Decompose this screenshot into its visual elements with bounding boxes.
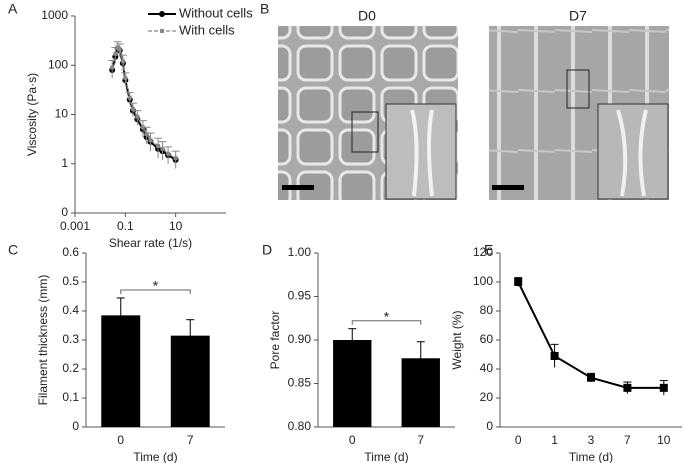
marker: [173, 156, 178, 161]
x-axis-label: Shear rate (1/s): [109, 236, 192, 250]
panel-label: A: [8, 1, 18, 17]
legend-label: With cells: [179, 22, 235, 37]
y-tick-label: 60: [480, 332, 494, 346]
inset-detail: [410, 109, 434, 197]
y-axis-label: Filament thickness (mm): [36, 275, 50, 406]
marker: [117, 47, 122, 52]
panel-label: E: [484, 242, 493, 258]
marker: [130, 106, 135, 111]
marker: [587, 373, 595, 382]
y-tick-label: 0.80: [288, 419, 312, 433]
y-tick-label: 0.90: [288, 332, 312, 346]
marker: [156, 143, 161, 148]
marker: [514, 278, 523, 286]
y-tick-label: 80: [480, 303, 494, 317]
y-tick-label: 0: [72, 419, 79, 433]
x-tick-label: 0: [117, 433, 124, 447]
y-tick-label: 0.1: [62, 390, 79, 404]
significance-bracket: [120, 289, 191, 294]
y-tick-label: 0: [486, 419, 493, 433]
inset: [597, 103, 669, 200]
y-tick-label: 10: [55, 107, 69, 121]
y-tick-label: 0.6: [62, 245, 79, 259]
marker: [623, 383, 632, 392]
legend-marker: [159, 11, 165, 17]
y-tick-label: 100: [473, 274, 493, 288]
y-tick-label: 0.4: [62, 303, 79, 317]
x-tick-label: 10: [169, 219, 183, 233]
y-tick-label: 1: [61, 156, 68, 170]
y-tick-label: 20: [480, 390, 494, 404]
scale-bar: [282, 185, 314, 190]
scale-bar: [492, 185, 524, 190]
image-label: D0: [358, 8, 376, 24]
x-tick-label: 1: [551, 433, 558, 447]
x-tick-label: 3: [588, 433, 595, 447]
inset: [385, 103, 457, 200]
x-tick-label: 7: [187, 433, 194, 447]
x-tick-label: 7: [417, 433, 424, 447]
marker: [110, 65, 115, 70]
bar: [333, 340, 372, 427]
x-axis-label: Time (d): [569, 450, 613, 463]
significance-label: *: [384, 308, 390, 324]
marker: [113, 51, 118, 56]
image-label: D7: [569, 8, 587, 24]
x-tick-label: 7: [624, 433, 631, 447]
y-tick-label: 1000: [41, 8, 68, 22]
y-tick-label: 0.3: [62, 332, 79, 346]
marker: [160, 146, 165, 151]
y-tick-label: 0: [61, 205, 68, 219]
legend-label: Without cells: [179, 5, 253, 20]
legend-marker: [160, 29, 164, 33]
y-axis-label: Viscosity (Pa·s): [25, 73, 39, 156]
significance-label: *: [153, 278, 159, 294]
y-tick-label: 1.00: [288, 245, 312, 259]
image-panel: B D0 D7: [260, 1, 669, 200]
y-tick-label: 100: [48, 57, 68, 71]
bar: [101, 315, 141, 427]
panel-label: B: [260, 1, 269, 17]
marker: [166, 151, 171, 156]
x-tick-label: 10: [657, 433, 671, 447]
inset-box: [351, 111, 379, 153]
y-tick-label: 120: [473, 245, 493, 259]
inset-detail: [616, 109, 648, 197]
marker: [144, 132, 149, 137]
x-axis-label: Time (d): [364, 450, 408, 463]
panel-label: C: [8, 242, 18, 258]
y-tick-label: 0.5: [62, 274, 79, 288]
series-line: [111, 46, 176, 159]
marker: [123, 76, 128, 81]
significance-bracket: [351, 320, 422, 325]
x-tick-label: 0.1: [117, 219, 134, 233]
marker: [659, 383, 668, 392]
series-line: [517, 281, 664, 389]
x-tick-label: 0: [349, 433, 356, 447]
marker: [120, 59, 125, 64]
marker: [550, 351, 559, 360]
marker: [135, 114, 140, 119]
y-tick-label: 0.2: [62, 361, 79, 375]
y-tick-label: 0.95: [288, 289, 312, 303]
y-tick-label: 0.85: [288, 376, 312, 390]
x-tick-label: 0.001: [60, 219, 90, 233]
y-axis-label: Pore factor: [268, 311, 282, 370]
x-tick-label: 0: [515, 433, 522, 447]
y-axis-label: Weight (%): [450, 310, 464, 369]
marker: [127, 95, 132, 100]
inset-box: [566, 69, 590, 109]
panel-label: D: [262, 242, 272, 258]
x-axis-label: Time (d): [133, 450, 177, 463]
marker: [148, 138, 153, 143]
y-tick-label: 40: [480, 361, 494, 375]
